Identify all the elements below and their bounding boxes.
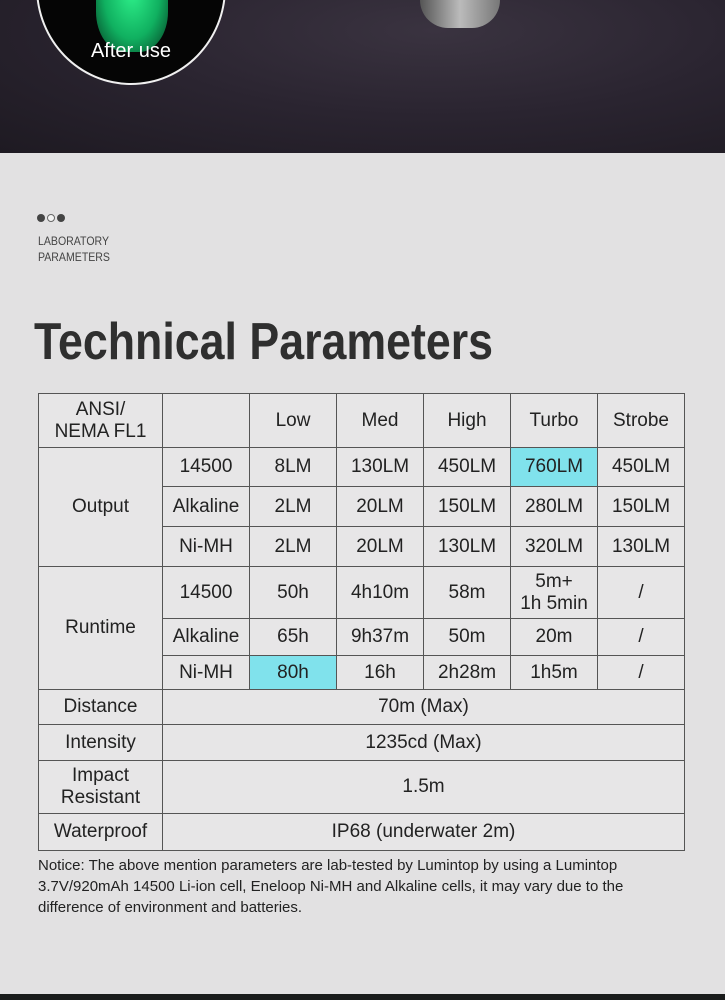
table-row: Alkaline 2LM 20LM 150LM 280LM 150LM bbox=[39, 486, 685, 527]
bottom-bar bbox=[0, 994, 725, 1000]
mode-header: High bbox=[423, 393, 511, 448]
standard-header: ANSI/NEMA FL1 bbox=[38, 393, 163, 448]
output-label: Output bbox=[38, 447, 163, 567]
green-glow bbox=[96, 0, 168, 52]
product-photo: After use bbox=[0, 0, 725, 153]
mode-header: Turbo bbox=[510, 393, 598, 448]
highlighted-cell: 80h bbox=[249, 655, 337, 690]
mode-header: Med bbox=[336, 393, 424, 448]
page-title: Technical Parameters bbox=[34, 313, 494, 371]
table-row: Runtime 14500 50h 4h10m 58m 5m+ 1h 5min / bbox=[38, 566, 685, 690]
table-row: Distance 70m (Max) bbox=[38, 689, 685, 725]
table-row: Waterproof IP68 (underwater 2m) bbox=[38, 813, 685, 851]
flashlight-image bbox=[420, 0, 500, 28]
table-row: Impact Resistant 1.5m bbox=[38, 760, 685, 814]
runtime-label: Runtime bbox=[38, 566, 163, 690]
mode-header: Low bbox=[249, 393, 337, 448]
dots-icon bbox=[37, 214, 65, 222]
table-header-row: ANSI/NEMA FL1 Low Med High Turbo Strobe bbox=[38, 393, 685, 448]
notice-text: Notice: The above mention parameters are… bbox=[38, 857, 624, 916]
after-use-caption: After use bbox=[90, 40, 172, 62]
table-row: Intensity 1235cd (Max) bbox=[38, 724, 685, 761]
table-row: Output 14500 8LM 130LM 450LM 760LM 450LM bbox=[38, 447, 685, 567]
table-row: Alkaline 65h 9h37m 50m 20m / bbox=[39, 618, 685, 656]
table-row: Ni-MH 2LM 20LM 130LM 320LM 130LM bbox=[39, 526, 685, 567]
mode-header: Strobe bbox=[597, 393, 685, 448]
section-label: LABORATORY PARAMETERS bbox=[38, 234, 110, 264]
parameters-table: ANSI/NEMA FL1 Low Med High Turbo Strobe … bbox=[38, 393, 685, 851]
highlighted-cell: 760LM bbox=[510, 447, 598, 487]
after-use-inset: After use bbox=[36, 0, 226, 85]
